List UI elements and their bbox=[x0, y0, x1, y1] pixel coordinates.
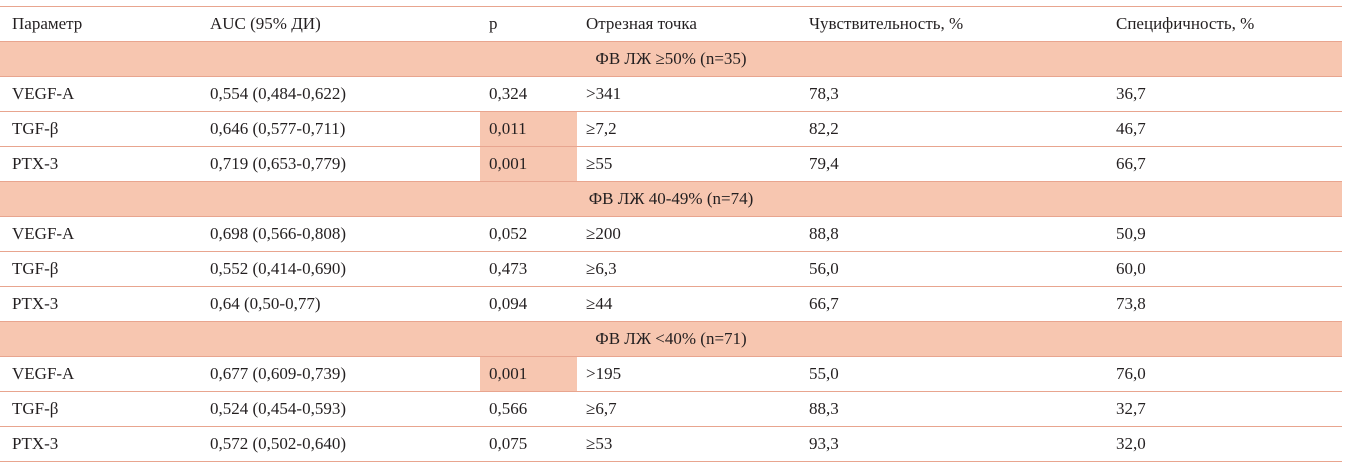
cell-parameter: PTX-3 bbox=[0, 146, 210, 182]
cell-p-value: 0,052 bbox=[480, 216, 577, 252]
cell-cutoff: >195 bbox=[577, 356, 809, 392]
cell-auc: 0,524 (0,454-0,593) bbox=[210, 391, 480, 427]
cell-auc: 0,698 (0,566-0,808) bbox=[210, 216, 480, 252]
cell-parameter: VEGF-A bbox=[0, 356, 210, 392]
cell-sensitivity: 88,8 bbox=[809, 216, 1116, 252]
group-title: ФВ ЛЖ <40% (n=71) bbox=[0, 321, 1342, 357]
cell-sensitivity: 82,2 bbox=[809, 111, 1116, 147]
cell-cutoff: ≥53 bbox=[577, 426, 809, 462]
cell-sensitivity: 66,7 bbox=[809, 286, 1116, 322]
cell-parameter: PTX-3 bbox=[0, 426, 210, 462]
cell-p-value: 0,001 bbox=[480, 356, 577, 392]
cell-cutoff: ≥44 bbox=[577, 286, 809, 322]
cell-auc: 0,64 (0,50-0,77) bbox=[210, 286, 480, 322]
cell-parameter: TGF-β bbox=[0, 251, 210, 287]
cell-sensitivity: 78,3 bbox=[809, 76, 1116, 112]
cell-cutoff: >341 bbox=[577, 76, 809, 112]
cell-specificity: 76,0 bbox=[1116, 356, 1342, 392]
header-parameter: Параметр bbox=[0, 6, 210, 42]
header-p: p bbox=[480, 6, 577, 42]
cell-specificity: 46,7 bbox=[1116, 111, 1342, 147]
cell-cutoff: ≥200 bbox=[577, 216, 809, 252]
cell-p-value: 0,001 bbox=[480, 146, 577, 182]
cell-p-value: 0,094 bbox=[480, 286, 577, 322]
cell-specificity: 50,9 bbox=[1116, 216, 1342, 252]
header-cutoff: Отрезная точка bbox=[577, 6, 809, 42]
cell-sensitivity: 56,0 bbox=[809, 251, 1116, 287]
table-row: TGF-β 0,646 (0,577-0,711) 0,011 ≥7,2 82,2 46,… bbox=[0, 111, 1342, 147]
header-specificity: Специфичность, % bbox=[1116, 6, 1342, 42]
cell-cutoff: ≥55 bbox=[577, 146, 809, 182]
cell-auc: 0,572 (0,502-0,640) bbox=[210, 426, 480, 462]
table-row: VEGF-A 0,677 (0,609-0,739) 0,001 >195 55,0 76… bbox=[0, 356, 1342, 392]
cell-specificity: 73,8 bbox=[1116, 286, 1342, 322]
group-title: ФВ ЛЖ ≥50% (n=35) bbox=[0, 41, 1342, 77]
cell-sensitivity: 88,3 bbox=[809, 391, 1116, 427]
roc-results-table: Параметр AUC (95% ДИ) p Отрезная точка Ч… bbox=[0, 6, 1342, 462]
cell-parameter: VEGF-A bbox=[0, 76, 210, 112]
header-auc: AUC (95% ДИ) bbox=[210, 6, 480, 42]
header-sensitivity: Чувствительность, % bbox=[809, 6, 1116, 42]
cell-p-value: 0,566 bbox=[480, 391, 577, 427]
results-table-container: Параметр AUC (95% ДИ) p Отрезная точка Ч… bbox=[0, 6, 1342, 462]
cell-cutoff: ≥7,2 bbox=[577, 111, 809, 147]
group-header-row: ФВ ЛЖ ≥50% (n=35) bbox=[0, 41, 1342, 77]
cell-auc: 0,677 (0,609-0,739) bbox=[210, 356, 480, 392]
cell-p-value: 0,011 bbox=[480, 111, 577, 147]
cell-sensitivity: 55,0 bbox=[809, 356, 1116, 392]
cell-specificity: 32,0 bbox=[1116, 426, 1342, 462]
cell-specificity: 66,7 bbox=[1116, 146, 1342, 182]
table-row: VEGF-A 0,698 (0,566-0,808) 0,052 ≥200 88,8 50… bbox=[0, 216, 1342, 252]
cell-parameter: PTX-3 bbox=[0, 286, 210, 322]
table-row: TGF-β 0,552 (0,414-0,690) 0,473 ≥6,3 56,0 60,… bbox=[0, 251, 1342, 287]
cell-specificity: 36,7 bbox=[1116, 76, 1342, 112]
cell-specificity: 32,7 bbox=[1116, 391, 1342, 427]
group-title: ФВ ЛЖ 40-49% (n=74) bbox=[0, 181, 1342, 217]
cell-auc: 0,646 (0,577-0,711) bbox=[210, 111, 480, 147]
cell-auc: 0,554 (0,484-0,622) bbox=[210, 76, 480, 112]
cell-parameter: TGF-β bbox=[0, 391, 210, 427]
table-row: VEGF-A 0,554 (0,484-0,622) 0,324 >341 78,3 36… bbox=[0, 76, 1342, 112]
table-body: ФВ ЛЖ ≥50% (n=35) VEGF-A 0,554 (0,484-0,62… bbox=[0, 41, 1342, 462]
cell-auc: 0,719 (0,653-0,779) bbox=[210, 146, 480, 182]
table-row: PTX-3 0,719 (0,653-0,779) 0,001 ≥55 79,4 66,7 bbox=[0, 146, 1342, 182]
cell-parameter: VEGF-A bbox=[0, 216, 210, 252]
cell-cutoff: ≥6,7 bbox=[577, 391, 809, 427]
cell-sensitivity: 79,4 bbox=[809, 146, 1116, 182]
table-row: PTX-3 0,572 (0,502-0,640) 0,075 ≥53 93,3 32,0 bbox=[0, 426, 1342, 462]
cell-p-value: 0,324 bbox=[480, 76, 577, 112]
table-row: TGF-β 0,524 (0,454-0,593) 0,566 ≥6,7 88,3 32,… bbox=[0, 391, 1342, 427]
table-row: PTX-3 0,64 (0,50-0,77) 0,094 ≥44 66,7 73,8 bbox=[0, 286, 1342, 322]
cell-parameter: TGF-β bbox=[0, 111, 210, 147]
table-header-row: Параметр AUC (95% ДИ) p Отрезная точка Ч… bbox=[0, 6, 1342, 42]
cell-sensitivity: 93,3 bbox=[809, 426, 1116, 462]
cell-specificity: 60,0 bbox=[1116, 251, 1342, 287]
group-header-row: ФВ ЛЖ 40-49% (n=74) bbox=[0, 181, 1342, 217]
cell-auc: 0,552 (0,414-0,690) bbox=[210, 251, 480, 287]
cell-p-value: 0,075 bbox=[480, 426, 577, 462]
cell-p-value: 0,473 bbox=[480, 251, 577, 287]
group-header-row: ФВ ЛЖ <40% (n=71) bbox=[0, 321, 1342, 357]
cell-cutoff: ≥6,3 bbox=[577, 251, 809, 287]
